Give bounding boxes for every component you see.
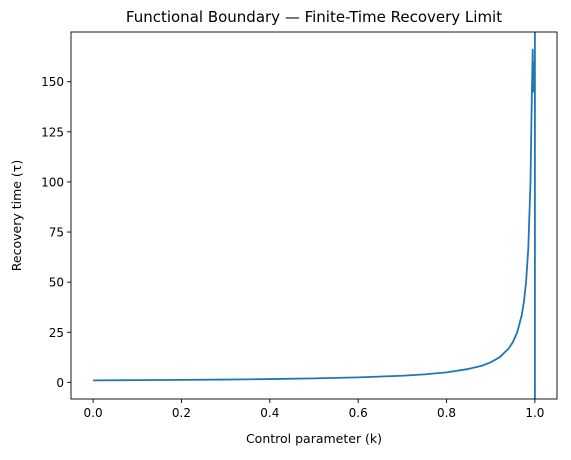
axes-frame [70, 31, 558, 400]
y-tick-label: 50 [49, 276, 64, 290]
y-tick-label: 150 [41, 75, 64, 89]
y-tick-label: 75 [49, 226, 64, 240]
plot-area [93, 32, 536, 399]
x-tick-label: 0.8 [437, 406, 456, 420]
y-tick-label: 0 [56, 376, 64, 390]
x-tick-label: 0.6 [349, 406, 368, 420]
x-tick-label: 1.0 [525, 406, 544, 420]
x-tick-label: 0.0 [84, 406, 103, 420]
y-tick-label: 125 [41, 125, 64, 139]
series-line [93, 48, 535, 382]
chart-title: Functional Boundary — Finite-Time Recove… [126, 8, 502, 26]
x-tick-label: 0.2 [172, 406, 191, 420]
x-axis-label: Control parameter (k) [246, 431, 382, 446]
y-axis-ticks: 0 25 50 75 100 125 150 [41, 75, 71, 390]
y-axis-label: Recovery time (τ) [9, 160, 24, 271]
y-tick-label: 25 [49, 326, 64, 340]
x-tick-label: 0.4 [260, 406, 279, 420]
x-axis-ticks: 0.0 0.2 0.4 0.6 0.8 1.0 [84, 399, 544, 420]
y-tick-label: 100 [41, 175, 64, 189]
